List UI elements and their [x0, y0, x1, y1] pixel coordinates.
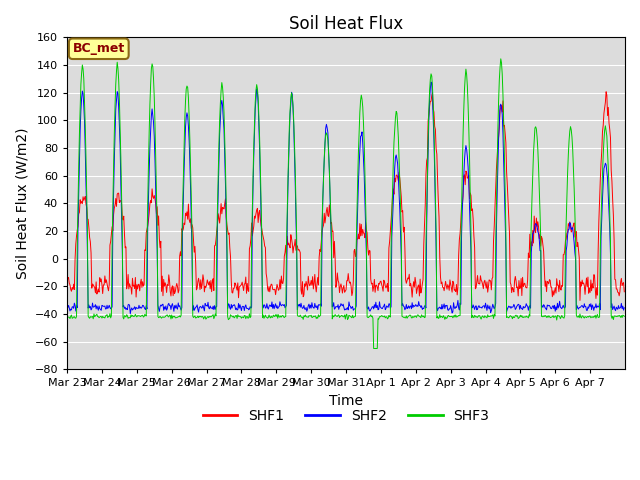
- SHF1: [259, 231, 266, 237]
- SHF2: [232, 307, 239, 312]
- Line: SHF1: SHF1: [67, 92, 624, 300]
- SHF3: [620, 313, 628, 319]
- SHF1: [620, 289, 628, 295]
- SHF1: [63, 281, 71, 287]
- SHF3: [497, 56, 504, 62]
- SHF1: [231, 280, 239, 286]
- SHF2: [63, 304, 71, 310]
- SHF1: [576, 298, 584, 303]
- Y-axis label: Soil Heat Flux (W/m2): Soil Heat Flux (W/m2): [15, 128, 29, 279]
- X-axis label: Time: Time: [329, 394, 363, 408]
- SHF2: [129, 306, 137, 312]
- SHF2: [436, 304, 444, 310]
- SHF2: [127, 311, 134, 317]
- Legend: SHF1, SHF2, SHF3: SHF1, SHF2, SHF3: [197, 404, 495, 429]
- SHF1: [602, 89, 610, 95]
- SHF2: [404, 305, 412, 311]
- SHF3: [404, 314, 412, 320]
- SHF3: [435, 315, 443, 321]
- SHF1: [403, 278, 411, 284]
- Text: BC_met: BC_met: [73, 42, 125, 55]
- SHF3: [231, 314, 239, 320]
- SHF2: [427, 79, 435, 85]
- SHF3: [280, 314, 287, 320]
- Line: SHF2: SHF2: [67, 82, 624, 314]
- SHF1: [280, 276, 287, 281]
- SHF2: [259, 305, 267, 311]
- SHF1: [129, 276, 136, 281]
- SHF3: [129, 312, 136, 318]
- Title: Soil Heat Flux: Soil Heat Flux: [289, 15, 403, 33]
- SHF2: [280, 301, 288, 307]
- Line: SHF3: SHF3: [67, 59, 624, 348]
- SHF3: [370, 346, 378, 351]
- SHF3: [63, 313, 71, 319]
- SHF3: [259, 315, 266, 321]
- SHF1: [435, 198, 442, 204]
- SHF2: [620, 305, 628, 311]
